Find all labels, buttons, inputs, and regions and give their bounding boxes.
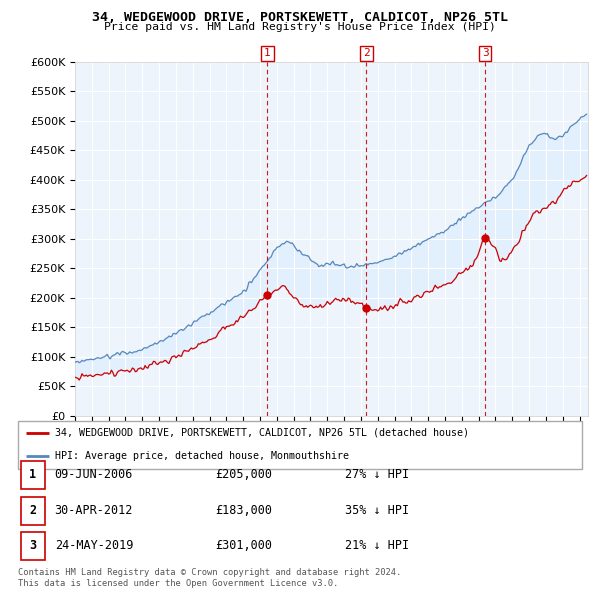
Text: 21% ↓ HPI: 21% ↓ HPI: [345, 539, 409, 552]
Bar: [21, 461, 44, 489]
Text: £301,000: £301,000: [215, 539, 272, 552]
Text: This data is licensed under the Open Government Licence v3.0.: This data is licensed under the Open Gov…: [18, 579, 338, 588]
Text: 1: 1: [264, 48, 271, 58]
Text: 1: 1: [29, 468, 36, 481]
Text: 34, WEDGEWOOD DRIVE, PORTSKEWETT, CALDICOT, NP26 5TL: 34, WEDGEWOOD DRIVE, PORTSKEWETT, CALDIC…: [92, 11, 508, 24]
Text: 3: 3: [29, 539, 36, 552]
Text: 34, WEDGEWOOD DRIVE, PORTSKEWETT, CALDICOT, NP26 5TL (detached house): 34, WEDGEWOOD DRIVE, PORTSKEWETT, CALDIC…: [55, 428, 469, 438]
Text: Price paid vs. HM Land Registry's House Price Index (HPI): Price paid vs. HM Land Registry's House …: [104, 22, 496, 32]
Bar: [21, 497, 44, 525]
Text: 30-APR-2012: 30-APR-2012: [55, 504, 133, 517]
Text: 27% ↓ HPI: 27% ↓ HPI: [345, 468, 409, 481]
Text: 3: 3: [482, 48, 488, 58]
Text: 09-JUN-2006: 09-JUN-2006: [55, 468, 133, 481]
Text: 24-MAY-2019: 24-MAY-2019: [55, 539, 133, 552]
Text: £183,000: £183,000: [215, 504, 272, 517]
Text: Contains HM Land Registry data © Crown copyright and database right 2024.: Contains HM Land Registry data © Crown c…: [18, 568, 401, 576]
Text: HPI: Average price, detached house, Monmouthshire: HPI: Average price, detached house, Monm…: [55, 451, 349, 461]
Text: 2: 2: [29, 504, 36, 517]
Bar: [21, 532, 44, 560]
Text: 35% ↓ HPI: 35% ↓ HPI: [345, 504, 409, 517]
Text: £205,000: £205,000: [215, 468, 272, 481]
Text: 2: 2: [363, 48, 370, 58]
